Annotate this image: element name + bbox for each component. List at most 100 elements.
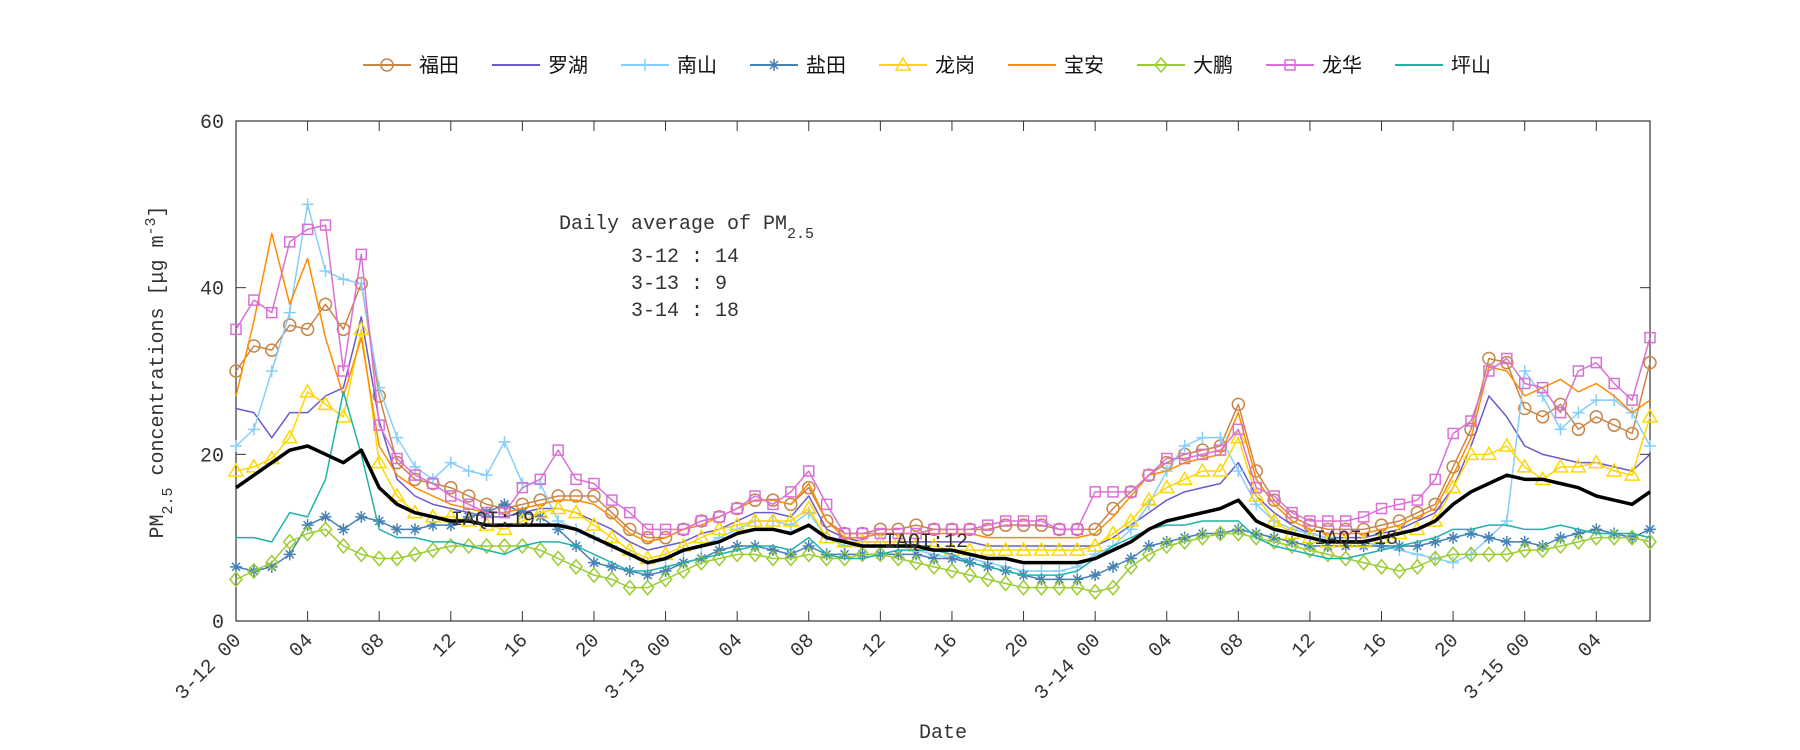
point-marker xyxy=(837,550,852,567)
point-marker xyxy=(567,504,585,519)
point-marker xyxy=(677,523,690,536)
point-marker xyxy=(1268,490,1280,502)
point-marker xyxy=(301,223,314,236)
point-marker xyxy=(229,571,243,588)
iaqi-label: IAQI:19 xyxy=(451,509,535,532)
point-marker xyxy=(409,469,421,481)
point-marker xyxy=(1194,462,1211,477)
point-marker xyxy=(838,527,851,540)
x-tick-label: 12 xyxy=(858,630,891,663)
point-marker xyxy=(480,506,493,519)
point-marker xyxy=(1159,537,1174,555)
point-marker xyxy=(1518,365,1531,377)
legend-label: 龙岗 xyxy=(935,53,975,77)
point-marker xyxy=(713,511,726,523)
point-marker xyxy=(1088,583,1103,600)
point-marker xyxy=(1250,481,1262,494)
point-marker xyxy=(1178,440,1191,452)
legend-label: 坪山 xyxy=(1451,53,1491,77)
point-marker xyxy=(640,530,655,545)
point-marker xyxy=(1518,535,1531,548)
point-marker xyxy=(1160,535,1173,548)
point-marker xyxy=(1196,431,1209,444)
point-marker xyxy=(1070,579,1085,596)
y-label-sub: 2.5 xyxy=(160,488,177,515)
point-marker xyxy=(1160,452,1173,465)
y-tick-label: 0 xyxy=(212,612,224,635)
series-line xyxy=(235,232,1651,543)
point-marker xyxy=(1516,458,1534,473)
point-marker xyxy=(712,550,727,567)
point-marker xyxy=(1410,558,1425,575)
point-marker xyxy=(838,548,851,561)
point-marker xyxy=(552,444,564,456)
point-marker xyxy=(585,516,603,531)
point-marker xyxy=(1089,569,1102,582)
series-line xyxy=(235,224,1651,535)
point-marker xyxy=(1552,458,1569,473)
point-marker xyxy=(1554,423,1567,436)
point-marker xyxy=(928,552,941,565)
point-marker xyxy=(1626,394,1638,406)
point-marker xyxy=(1570,458,1587,473)
point-marker xyxy=(1195,443,1210,457)
point-marker xyxy=(946,523,958,536)
point-marker xyxy=(1247,487,1265,502)
point-marker xyxy=(1321,540,1334,552)
point-marker xyxy=(1625,529,1640,546)
point-marker xyxy=(997,541,1014,556)
x-tick-label: 08 xyxy=(357,630,390,663)
point-marker xyxy=(283,236,296,248)
point-marker xyxy=(999,515,1012,527)
point-marker xyxy=(1357,511,1370,523)
point-marker xyxy=(820,498,833,511)
point-marker xyxy=(693,529,710,544)
point-marker xyxy=(1052,579,1067,596)
point-marker xyxy=(944,562,959,580)
point-marker xyxy=(444,480,458,495)
point-marker xyxy=(337,523,350,536)
point-marker xyxy=(408,472,422,487)
point-marker xyxy=(245,458,263,473)
point-marker xyxy=(283,306,296,319)
point-marker xyxy=(1230,429,1247,444)
point-marker xyxy=(658,530,673,545)
point-marker xyxy=(1554,406,1567,419)
point-marker xyxy=(299,383,316,398)
point-marker xyxy=(1500,535,1513,548)
x-tick-label: 04 xyxy=(1144,630,1177,663)
y-tick-label: 60 xyxy=(200,112,224,135)
point-marker xyxy=(730,546,745,563)
point-marker xyxy=(1589,529,1604,546)
point-marker xyxy=(426,519,439,532)
point-marker xyxy=(1590,356,1603,369)
y-label-sup: -3 xyxy=(143,217,160,235)
point-marker xyxy=(282,318,297,332)
point-marker xyxy=(1035,573,1048,586)
point-marker xyxy=(694,514,709,528)
point-marker xyxy=(534,473,547,486)
x-tick-label: 12 xyxy=(428,630,461,663)
point-marker xyxy=(891,550,906,567)
point-marker xyxy=(641,523,654,536)
point-marker xyxy=(1462,445,1480,461)
point-marker xyxy=(1051,541,1068,556)
point-marker xyxy=(1517,542,1532,559)
y-label-main: PM xyxy=(147,515,170,539)
point-marker xyxy=(1015,541,1032,556)
point-marker xyxy=(1053,573,1066,586)
point-marker xyxy=(515,537,530,555)
point-marker xyxy=(552,523,565,536)
point-marker xyxy=(783,550,798,567)
point-marker xyxy=(1286,535,1299,548)
point-marker xyxy=(373,419,385,431)
point-marker xyxy=(318,297,333,312)
point-marker xyxy=(766,544,779,557)
point-marker xyxy=(1375,540,1388,552)
x-tick-label: 04 xyxy=(715,630,748,663)
point-marker xyxy=(496,520,513,536)
legend-label: 罗湖 xyxy=(548,53,588,77)
point-marker xyxy=(1124,552,1137,565)
point-marker xyxy=(1016,579,1031,596)
